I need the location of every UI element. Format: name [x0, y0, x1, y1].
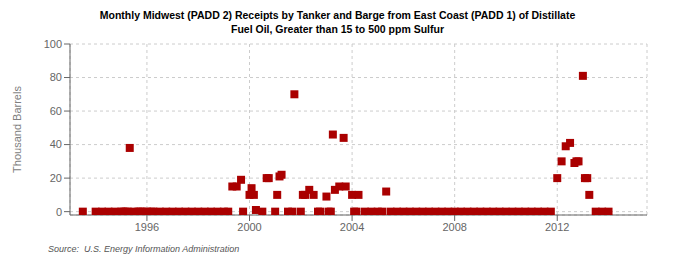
svg-text:Thousand Barrels: Thousand Barrels [11, 86, 23, 173]
html-text:Fuel Oil, Greater than 15 to 5: Fuel Oil, Greater than 15 to 500 ppm Sul… [231, 23, 444, 35]
svg-text:80: 80 [50, 71, 62, 83]
svg-text:2008: 2008 [442, 221, 466, 233]
svg-text:20: 20 [50, 172, 62, 184]
svg-text:2000: 2000 [237, 221, 261, 233]
svg-text:40: 40 [50, 138, 62, 150]
svg-text:2004: 2004 [340, 221, 364, 233]
svg-text:60: 60 [50, 105, 62, 117]
svg-text:1996: 1996 [135, 221, 159, 233]
html-text:Source: U.S. Energy Informatio: Source: U.S. Energy Information Administ… [48, 244, 240, 254]
html-text:Monthly Midwest (PADD 2) Recei: Monthly Midwest (PADD 2) Receipts by Tan… [99, 9, 576, 21]
svg-text:100: 100 [44, 38, 62, 50]
svg-text:2012: 2012 [545, 221, 569, 233]
svg-text:0: 0 [56, 206, 62, 218]
